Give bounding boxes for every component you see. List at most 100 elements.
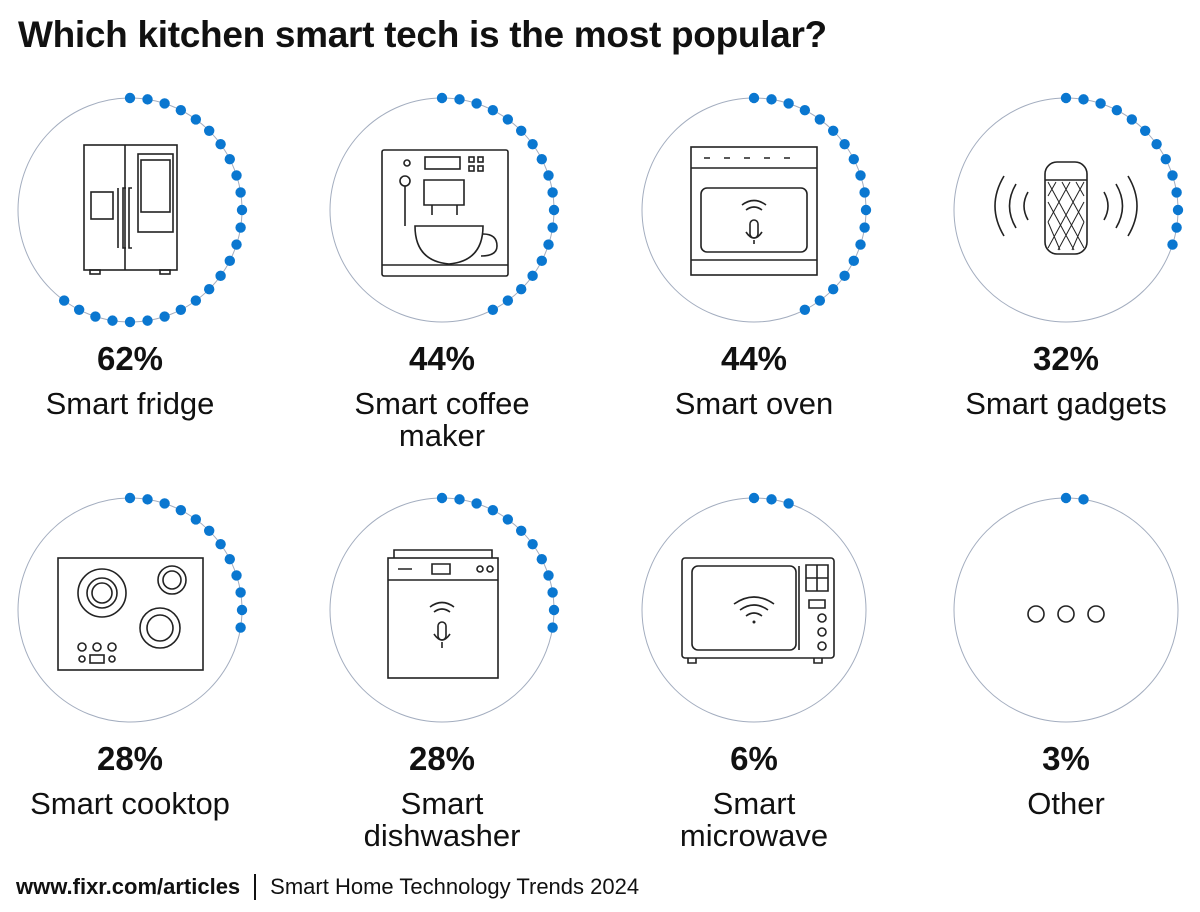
category-label: Smart gadgets	[965, 386, 1167, 421]
progress-dot	[1160, 153, 1171, 165]
progress-dot	[215, 270, 226, 282]
progress-dot	[231, 170, 242, 181]
radial-item	[953, 92, 1184, 323]
fridge-icon	[83, 144, 178, 275]
progress-dot	[236, 204, 248, 216]
category-label: Smart fridge	[45, 386, 215, 421]
percent-label: 62%	[96, 340, 164, 377]
footer-divider	[254, 874, 257, 900]
progress-dot	[855, 239, 866, 250]
progress-dot	[1095, 98, 1106, 109]
progress-dot	[1111, 105, 1123, 116]
progress-dot	[73, 304, 85, 315]
progress-dot	[58, 295, 70, 306]
category-label: Smart cooktop	[30, 786, 230, 821]
progress-dot	[235, 587, 246, 598]
progress-dot	[203, 283, 215, 295]
progress-dot	[224, 255, 235, 267]
progress-dot	[190, 295, 202, 306]
progress-dot	[203, 125, 215, 137]
progress-dot	[159, 98, 170, 109]
percent-label: 28%	[96, 740, 164, 777]
progress-dot	[543, 570, 554, 581]
progress-dot	[471, 498, 482, 509]
radial-item	[329, 92, 560, 323]
progress-dot	[860, 204, 872, 216]
progress-dot	[547, 187, 558, 198]
progress-dot	[766, 94, 777, 105]
progress-dot	[487, 505, 499, 516]
progress-dot	[502, 295, 514, 306]
progress-dot	[814, 295, 826, 306]
progress-dot	[235, 622, 246, 633]
progress-dot	[543, 170, 554, 181]
progress-dot	[224, 553, 235, 565]
progress-dot	[547, 222, 558, 233]
progress-dot	[548, 204, 560, 216]
progress-dot	[859, 187, 870, 198]
progress-dot	[502, 514, 514, 525]
dishwasher-icon	[387, 549, 499, 679]
progress-dot	[454, 494, 465, 505]
radial-item	[641, 92, 872, 323]
progress-dot	[527, 138, 538, 150]
progress-dot	[543, 239, 554, 250]
progress-dot	[235, 187, 246, 198]
radial-item	[329, 492, 560, 723]
progress-dot	[90, 311, 101, 322]
progress-dot	[159, 311, 170, 322]
progress-dot	[436, 92, 448, 104]
progress-dot	[827, 125, 839, 137]
progress-dot	[839, 138, 850, 150]
progress-dot	[547, 587, 558, 598]
progress-dot	[487, 304, 499, 315]
radial-item	[17, 492, 248, 723]
progress-dot	[1172, 204, 1184, 216]
progress-dot	[215, 138, 226, 150]
progress-dot	[855, 170, 866, 181]
source-link[interactable]: www.fixr.com/articles	[16, 874, 241, 899]
progress-dot	[748, 92, 760, 104]
progress-dot	[231, 239, 242, 250]
progress-dot	[536, 553, 547, 565]
progress-dot	[224, 153, 235, 165]
percent-label: 3%	[1042, 740, 1090, 777]
progress-dot	[142, 494, 153, 505]
progress-dot	[436, 492, 448, 504]
progress-dot	[548, 604, 560, 616]
progress-dot	[235, 222, 246, 233]
percent-label: 44%	[408, 340, 476, 377]
percent-label: 44%	[720, 340, 788, 377]
progress-dot	[1078, 494, 1089, 505]
progress-dot	[190, 114, 202, 125]
progress-dot	[547, 622, 558, 633]
progress-dot	[1139, 125, 1151, 137]
progress-dot	[231, 570, 242, 581]
category-label: Smart coffee maker	[354, 386, 530, 453]
progress-dot	[215, 538, 226, 550]
progress-dot	[142, 94, 153, 105]
cooktop-icon	[57, 557, 204, 671]
microwave-icon	[681, 557, 835, 664]
progress-dot	[527, 270, 538, 282]
percent-label: 32%	[1032, 340, 1100, 377]
progress-dot	[124, 492, 136, 504]
progress-dot	[839, 270, 850, 282]
progress-dot	[1171, 187, 1182, 198]
progress-dot	[799, 304, 811, 315]
progress-dot	[536, 255, 547, 267]
oven-icon	[690, 146, 818, 276]
progress-dot	[515, 283, 527, 295]
progress-dot	[471, 98, 482, 109]
footer-subtitle: Smart Home Technology Trends 2024	[270, 874, 640, 899]
chart-title: Which kitchen smart tech is the most pop…	[18, 14, 827, 55]
progress-dot	[142, 315, 153, 326]
radial-item	[17, 92, 248, 328]
category-label: Other	[1027, 786, 1105, 821]
progress-dot	[1151, 138, 1162, 150]
radial-item	[953, 492, 1179, 723]
progress-dot	[203, 525, 215, 537]
radial-item	[641, 492, 867, 723]
progress-dot	[159, 498, 170, 509]
